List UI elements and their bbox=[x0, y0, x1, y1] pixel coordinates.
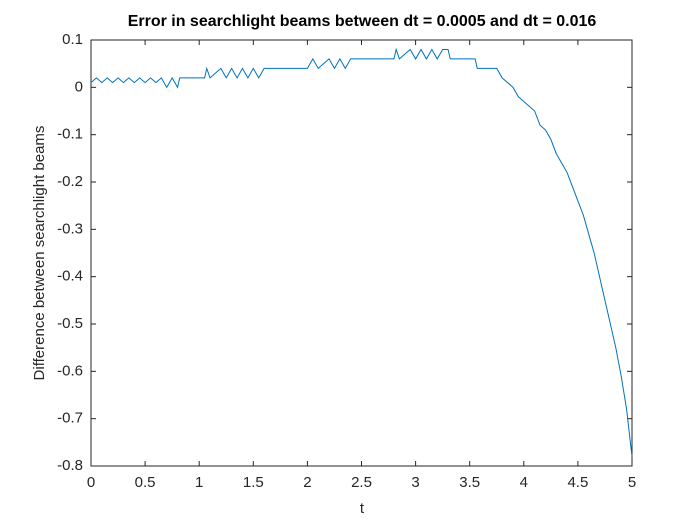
y-tick-label: -0.5 bbox=[57, 315, 83, 332]
y-tick-label: -0.7 bbox=[57, 410, 83, 427]
x-tick-label: 5 bbox=[628, 474, 636, 491]
x-tick-label: 2 bbox=[303, 474, 311, 491]
plot-area bbox=[90, 39, 633, 467]
x-tick-label: 0 bbox=[87, 474, 95, 491]
y-tick-label: -0.2 bbox=[57, 173, 83, 190]
x-tick-label: 0.5 bbox=[135, 474, 156, 491]
y-tick-label: 0.1 bbox=[62, 31, 83, 48]
x-tick-label: 1 bbox=[195, 474, 203, 491]
x-tick-label: 3.5 bbox=[459, 474, 480, 491]
y-tick-label: -0.3 bbox=[57, 220, 83, 237]
x-tick-label: 4 bbox=[520, 474, 528, 491]
y-tick-label: -0.1 bbox=[57, 126, 83, 143]
x-tick-label: 1.5 bbox=[243, 474, 264, 491]
data-line bbox=[90, 47, 633, 457]
y-tick-label: -0.4 bbox=[57, 268, 83, 285]
x-axis-label: t bbox=[360, 500, 365, 517]
y-tick-label: 0 bbox=[75, 78, 83, 95]
y-tick-label: -0.6 bbox=[57, 362, 83, 379]
x-tick-label: 3 bbox=[411, 474, 419, 491]
y-axis-label: Difference between searchlight beams bbox=[31, 126, 48, 381]
x-tick-label: 2.5 bbox=[351, 474, 372, 491]
x-tick-label: 4.5 bbox=[567, 474, 588, 491]
chart-title: Error in searchlight beams between dt = … bbox=[128, 13, 597, 30]
y-tick-label: -0.8 bbox=[57, 457, 83, 474]
